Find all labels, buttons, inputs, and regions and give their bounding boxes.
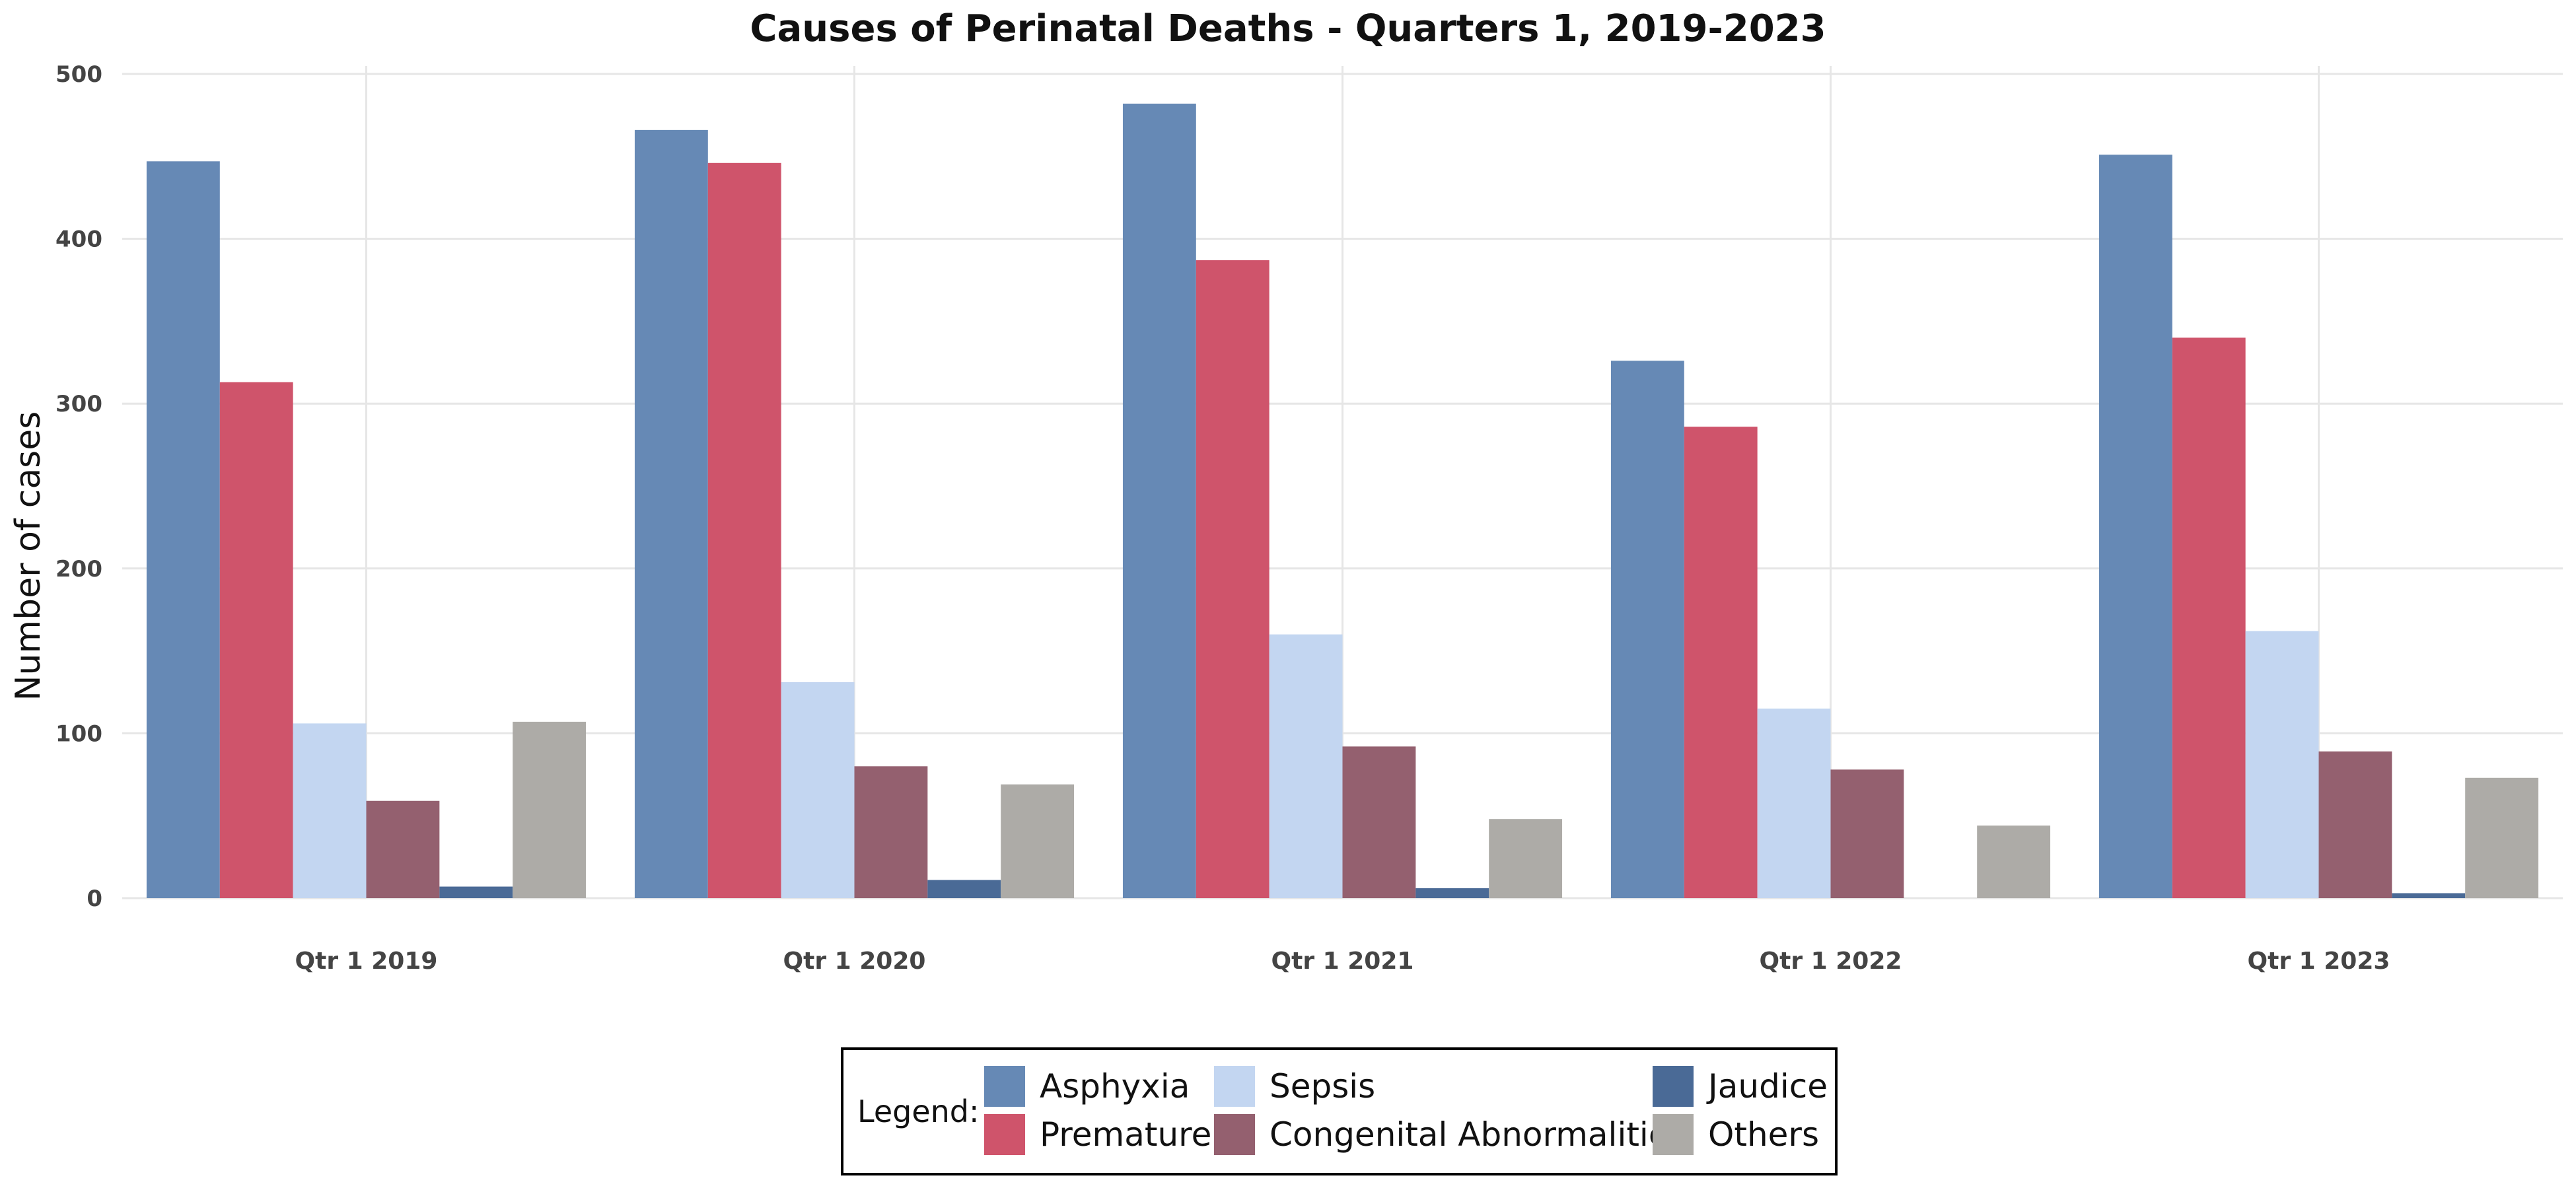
bar-sepsis-qtr-1-2022 <box>1757 708 1831 898</box>
bar-sepsis-qtr-1-2020 <box>781 682 855 898</box>
bar-sepsis-qtr-1-2021 <box>1269 634 1343 898</box>
legend-swatch-sepsis <box>1214 1066 1255 1107</box>
x-tick-label-qtr-1-2020: Qtr 1 2020 <box>783 948 926 975</box>
legend-label-sepsis: Sepsis <box>1270 1067 1375 1105</box>
y-tick-label-200: 200 <box>55 556 102 582</box>
y-axis-ticks: 0 100 200 300 400 500 <box>55 61 102 912</box>
legend-label-jaudice: Jaudice <box>1706 1067 1828 1105</box>
x-axis-ticks: Qtr 1 2019 Qtr 1 2020 Qtr 1 2021 Qtr 1 2022… <box>295 948 2390 975</box>
x-tick-label-qtr-1-2019: Qtr 1 2019 <box>295 948 438 975</box>
bar-sepsis-qtr-1-2023 <box>2245 631 2319 898</box>
bar-asphyxia-qtr-1-2019 <box>146 161 220 899</box>
x-tick-label-qtr-1-2023: Qtr 1 2023 <box>2248 948 2390 975</box>
bar-premature-qtr-1-2021 <box>1196 260 1270 899</box>
bar-premature-qtr-1-2020 <box>707 162 781 899</box>
bar-congenital-abnormalities-qtr-1-2022 <box>1830 769 1904 898</box>
legend-title: Legend: <box>857 1094 979 1129</box>
bars <box>146 103 2539 899</box>
legend-label-premature: Premature <box>1040 1115 1211 1154</box>
bar-premature-qtr-1-2023 <box>2172 337 2246 898</box>
y-tick-label-400: 400 <box>55 227 102 253</box>
bar-asphyxia-qtr-1-2021 <box>1122 103 1196 899</box>
x-tick-label-qtr-1-2021: Qtr 1 2021 <box>1271 948 1414 975</box>
y-tick-label-300: 300 <box>55 391 102 417</box>
legend-swatch-jaudice <box>1653 1066 1694 1107</box>
legend-swatch-congenital-abnormalities <box>1214 1114 1255 1155</box>
bar-congenital-abnormalities-qtr-1-2020 <box>854 766 928 898</box>
bar-sepsis-qtr-1-2019 <box>293 723 367 898</box>
bar-others-qtr-1-2019 <box>513 721 587 898</box>
bar-asphyxia-qtr-1-2023 <box>2098 155 2172 899</box>
x-tick-label-qtr-1-2022: Qtr 1 2022 <box>1760 948 1902 975</box>
bar-asphyxia-qtr-1-2020 <box>634 129 708 898</box>
bar-others-qtr-1-2021 <box>1489 819 1563 898</box>
bar-congenital-abnormalities-qtr-1-2021 <box>1342 746 1416 898</box>
bar-premature-qtr-1-2019 <box>219 382 293 898</box>
legend-swatch-others <box>1653 1114 1694 1155</box>
bar-congenital-abnormalities-qtr-1-2023 <box>2318 751 2392 898</box>
legend-label-congenital-abnormalities: Congenital Abnormalities <box>1270 1115 1686 1154</box>
bar-others-qtr-1-2023 <box>2465 777 2539 898</box>
bar-premature-qtr-1-2022 <box>1684 427 1758 898</box>
bar-asphyxia-qtr-1-2022 <box>1610 361 1684 898</box>
legend-swatch-asphyxia <box>984 1066 1025 1107</box>
y-axis-label: Number of cases <box>9 411 48 701</box>
legend-label-others: Others <box>1708 1115 1819 1154</box>
y-tick-label-100: 100 <box>55 720 102 747</box>
legend: Legend: Asphyxia Sepsis Jaudice Premature Co… <box>841 1047 1838 1175</box>
legend-swatch-premature <box>984 1114 1025 1155</box>
y-tick-label-500: 500 <box>55 61 102 88</box>
chart-title: Causes of Perinatal Deaths - Quarters 1,… <box>750 7 1826 50</box>
bar-others-qtr-1-2020 <box>1001 784 1075 898</box>
y-tick-label-0: 0 <box>87 886 102 912</box>
bar-congenital-abnormalities-qtr-1-2019 <box>366 800 440 898</box>
legend-items: Asphyxia Sepsis Jaudice Premature Congenital… <box>984 1066 1828 1155</box>
bar-jaudice-qtr-1-2019 <box>439 886 513 898</box>
legend-label-asphyxia: Asphyxia <box>1040 1067 1190 1105</box>
bar-jaudice-qtr-1-2020 <box>927 880 1001 898</box>
bar-jaudice-qtr-1-2023 <box>2392 893 2466 898</box>
bar-others-qtr-1-2022 <box>1977 825 2051 898</box>
bar-jaudice-qtr-1-2021 <box>1415 888 1489 898</box>
